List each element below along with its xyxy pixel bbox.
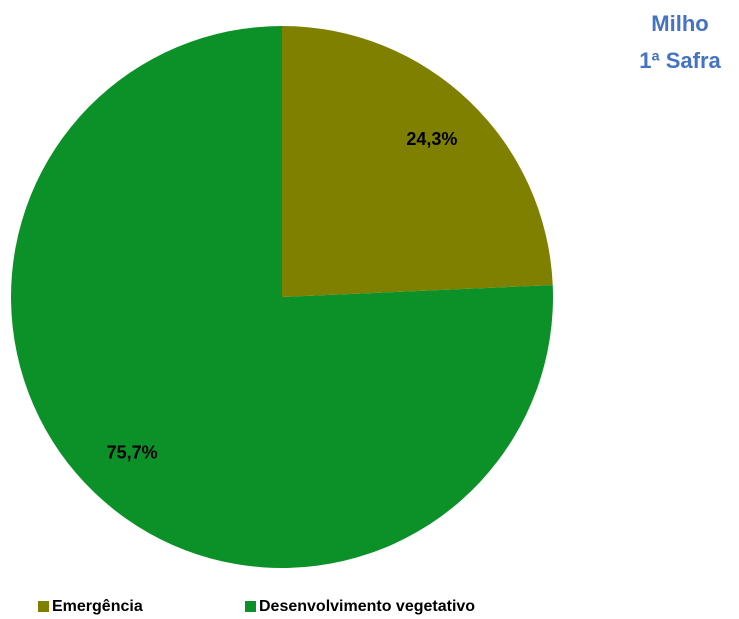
chart-subtitle: 1ª Safra (639, 48, 721, 73)
pie-slice (282, 26, 553, 297)
data-label: 24,3% (406, 129, 457, 149)
legend-label: Desenvolvimento vegetativo (259, 598, 475, 615)
legend-swatch (38, 601, 49, 612)
chart-title: Milho (651, 11, 708, 36)
legend-label: Emergência (52, 598, 143, 615)
pie-slice (10, 26, 554, 568)
legend-swatch (245, 601, 256, 612)
data-label: 75,7% (107, 442, 158, 462)
